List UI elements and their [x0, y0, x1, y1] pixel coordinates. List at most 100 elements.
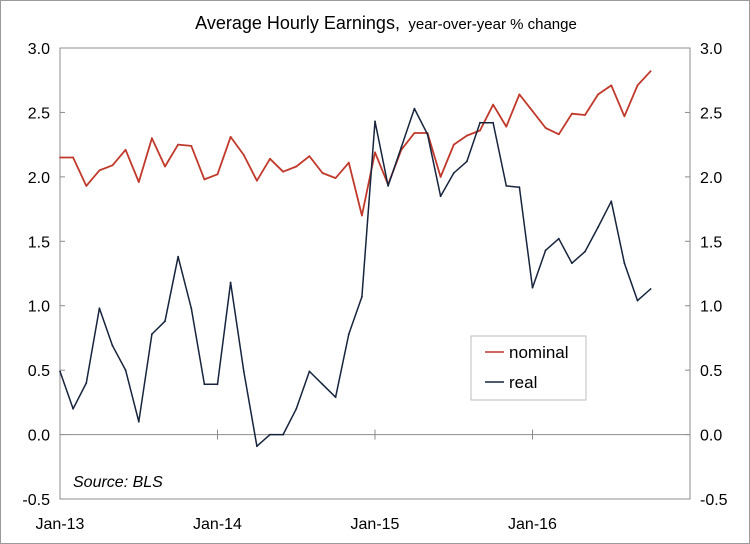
- data-point-nominal: [334, 177, 337, 180]
- data-point-real: [72, 407, 74, 410]
- data-point-real: [111, 344, 114, 347]
- data-point-real: [492, 121, 494, 124]
- data-point-nominal: [571, 112, 573, 115]
- data-point-nominal: [479, 129, 481, 132]
- data-point-real: [347, 333, 350, 335]
- data-point-real: [334, 396, 337, 399]
- data-point-nominal: [597, 93, 599, 96]
- data-point-nominal: [229, 136, 232, 138]
- data-point-nominal: [361, 214, 363, 217]
- series-line-real: [59, 107, 652, 447]
- data-point-nominal: [518, 93, 521, 96]
- plot-area: -0.5 -0.5 0.0 0.0 0.5 0.5 1.0 1.0 1.5 1.5 2.0 2.0 2.…: [22, 41, 727, 533]
- y-tick-label-left: 1.5: [28, 234, 50, 251]
- data-point-nominal: [413, 132, 416, 134]
- data-point-nominal: [505, 125, 508, 128]
- data-point-real: [177, 255, 180, 258]
- data-point-nominal: [190, 145, 193, 147]
- data-point-real: [505, 185, 508, 187]
- data-point-nominal: [544, 127, 547, 129]
- data-point-real: [387, 185, 389, 187]
- data-point-real: [124, 369, 127, 371]
- data-point-nominal: [623, 115, 626, 118]
- data-point-real: [151, 333, 153, 335]
- data-point-nominal: [282, 170, 284, 173]
- data-point-nominal: [203, 178, 206, 181]
- y-tick-label-right: 2.5: [700, 105, 722, 122]
- legend-box: [470, 335, 587, 401]
- x-tick-label: Jan-16: [508, 516, 557, 533]
- data-point-real: [623, 262, 626, 265]
- data-point-real: [295, 407, 298, 410]
- data-point-nominal: [124, 148, 127, 151]
- chart-title: Average Hourly Earnings, year-over-year …: [195, 13, 577, 33]
- data-point-real: [242, 370, 245, 373]
- data-point-real: [439, 195, 442, 198]
- data-point-real: [282, 433, 284, 436]
- data-point-real: [557, 237, 560, 240]
- y-tick-label-right: 2.0: [700, 170, 722, 187]
- y-tick-label-right: -0.5: [700, 492, 728, 509]
- data-point-nominal: [452, 143, 455, 146]
- x-tick-label: Jan-15: [351, 516, 400, 533]
- data-point-real: [597, 226, 599, 229]
- y-tick-label-left: 2.5: [28, 105, 50, 122]
- data-point-real: [229, 281, 232, 284]
- data-point-nominal: [242, 154, 245, 156]
- data-point-real: [321, 383, 324, 386]
- legend-label-real: real: [509, 373, 537, 392]
- data-point-nominal: [137, 181, 140, 183]
- data-point-nominal: [164, 165, 166, 168]
- data-point-nominal: [85, 185, 88, 187]
- data-point-nominal: [636, 84, 639, 87]
- data-point-real: [584, 250, 586, 253]
- data-point-nominal: [72, 156, 74, 159]
- data-point-real: [374, 120, 376, 123]
- data-point-real: [85, 382, 88, 384]
- y-tick-label-right: 1.0: [700, 299, 722, 316]
- data-point-nominal: [466, 134, 468, 137]
- data-point-nominal: [256, 179, 258, 182]
- data-point-real: [571, 262, 573, 265]
- data-point-real: [59, 370, 61, 373]
- data-point-real: [98, 307, 101, 310]
- series-line-nominal: [60, 70, 652, 217]
- data-point-real: [452, 172, 455, 174]
- data-point-nominal: [151, 137, 153, 140]
- data-point-real: [190, 307, 193, 310]
- y-tick-label-left: 2.0: [28, 170, 50, 187]
- data-point-nominal: [295, 165, 298, 168]
- data-point-real: [649, 288, 652, 290]
- data-point-nominal: [321, 172, 324, 174]
- data-point-real: [531, 286, 534, 289]
- legend: nominal real: [470, 335, 587, 401]
- data-point-real: [216, 383, 219, 386]
- data-point-real: [518, 186, 521, 189]
- data-point-nominal: [531, 110, 534, 112]
- data-point-real: [636, 299, 639, 302]
- y-tick-label-right: 0.0: [700, 428, 722, 445]
- data-point-real: [400, 146, 403, 149]
- legend-label-nominal: nominal: [509, 343, 569, 362]
- data-point-nominal: [347, 161, 350, 164]
- data-point-real: [269, 433, 271, 436]
- data-point-real: [137, 420, 140, 423]
- data-point-nominal: [610, 84, 613, 87]
- data-point-real: [308, 370, 311, 373]
- data-point-real: [479, 121, 481, 124]
- data-point-real: [426, 133, 429, 136]
- source-note: Source: BLS: [73, 474, 163, 491]
- data-point-nominal: [557, 133, 560, 136]
- data-point-real: [413, 107, 416, 110]
- data-point-nominal: [269, 157, 271, 160]
- data-point-real: [203, 383, 206, 386]
- data-point-nominal: [492, 103, 494, 106]
- data-point-real: [256, 445, 258, 448]
- y-tick-label-left: -0.5: [22, 492, 50, 509]
- data-point-nominal: [584, 114, 586, 116]
- data-point-nominal: [59, 156, 61, 159]
- x-tick-label: Jan-13: [36, 516, 85, 533]
- chart-title-main: Average Hourly Earnings,: [195, 13, 400, 33]
